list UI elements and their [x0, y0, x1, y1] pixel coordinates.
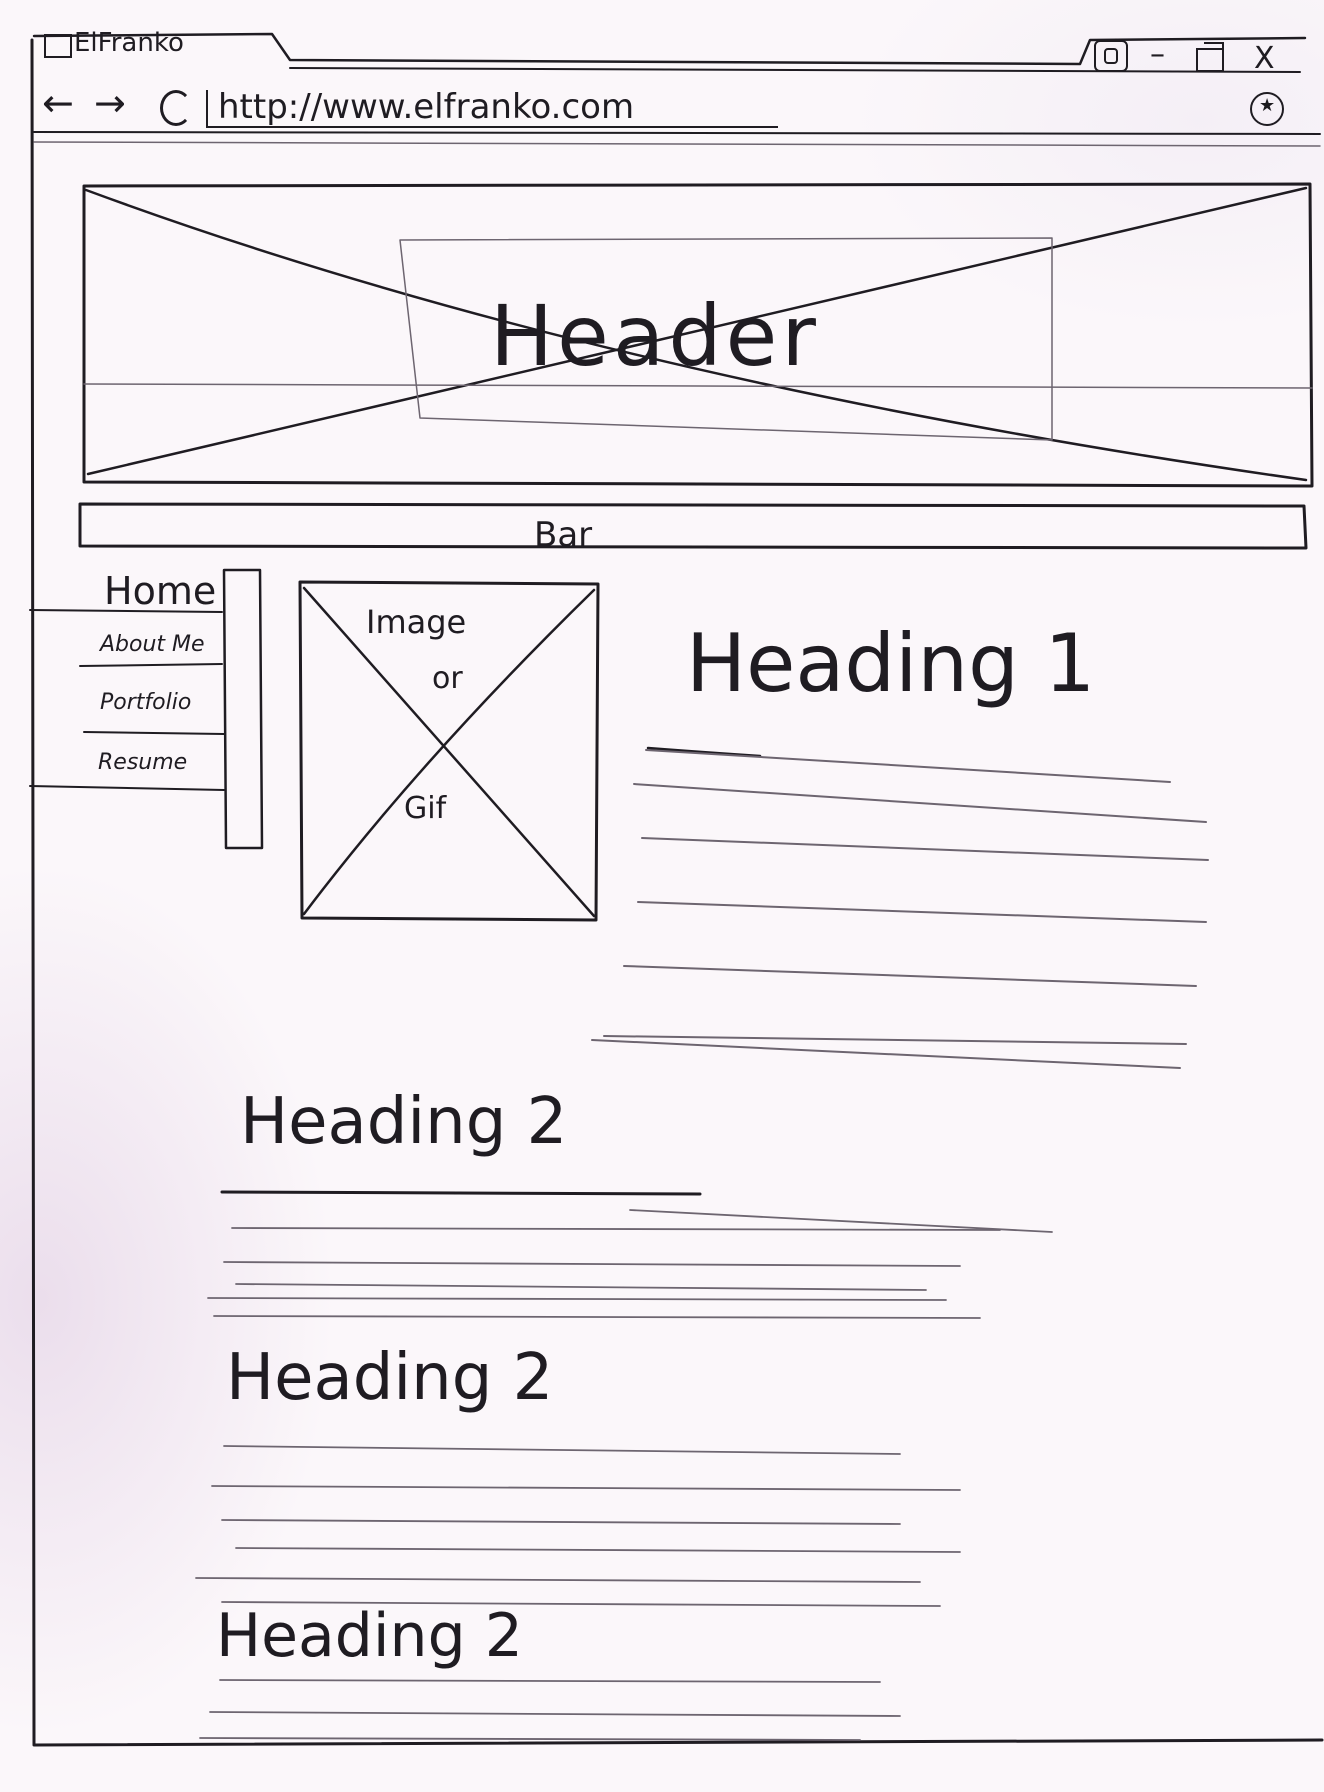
maximize-button[interactable]: [1196, 42, 1224, 72]
sidebar-item-portfolio[interactable]: Portfolio: [100, 690, 192, 715]
window-frame: [30, 38, 1324, 1747]
back-arrow-icon[interactable]: ←: [42, 81, 74, 125]
media-label-image: Image: [366, 603, 467, 641]
header-label: Header: [490, 287, 820, 385]
minimize-button[interactable]: –: [1150, 37, 1165, 72]
media-label-gif: Gif: [404, 791, 447, 826]
bookmark-star-icon[interactable]: ★: [1250, 92, 1284, 126]
section-heading-2-second: Heading 2: [226, 1341, 554, 1415]
media-label-or: or: [432, 661, 463, 696]
address-bar[interactable]: http://www.elfranko.com: [206, 90, 778, 128]
sidebar-scroll-column: [222, 568, 264, 850]
tab-title[interactable]: ElFranko: [74, 28, 184, 58]
favicon-icon: [44, 34, 72, 58]
section-heading-2-third: Heading 2: [216, 1601, 523, 1671]
refresh-icon[interactable]: [160, 90, 192, 126]
forward-arrow-icon[interactable]: →: [94, 81, 126, 125]
account-icon[interactable]: [1094, 40, 1128, 72]
section-heading-2-first: Heading 2: [240, 1085, 568, 1159]
media-frame: [298, 580, 600, 922]
heading-1: Heading 1: [686, 617, 1096, 710]
sidebar-item-resume[interactable]: Resume: [98, 750, 188, 775]
bar-frame: [78, 502, 1308, 550]
bar-label: Bar: [534, 515, 593, 555]
sidebar-item-about-me[interactable]: About Me: [100, 632, 205, 657]
sidebar-item-home[interactable]: Home: [104, 569, 217, 613]
close-button[interactable]: X: [1254, 41, 1275, 76]
